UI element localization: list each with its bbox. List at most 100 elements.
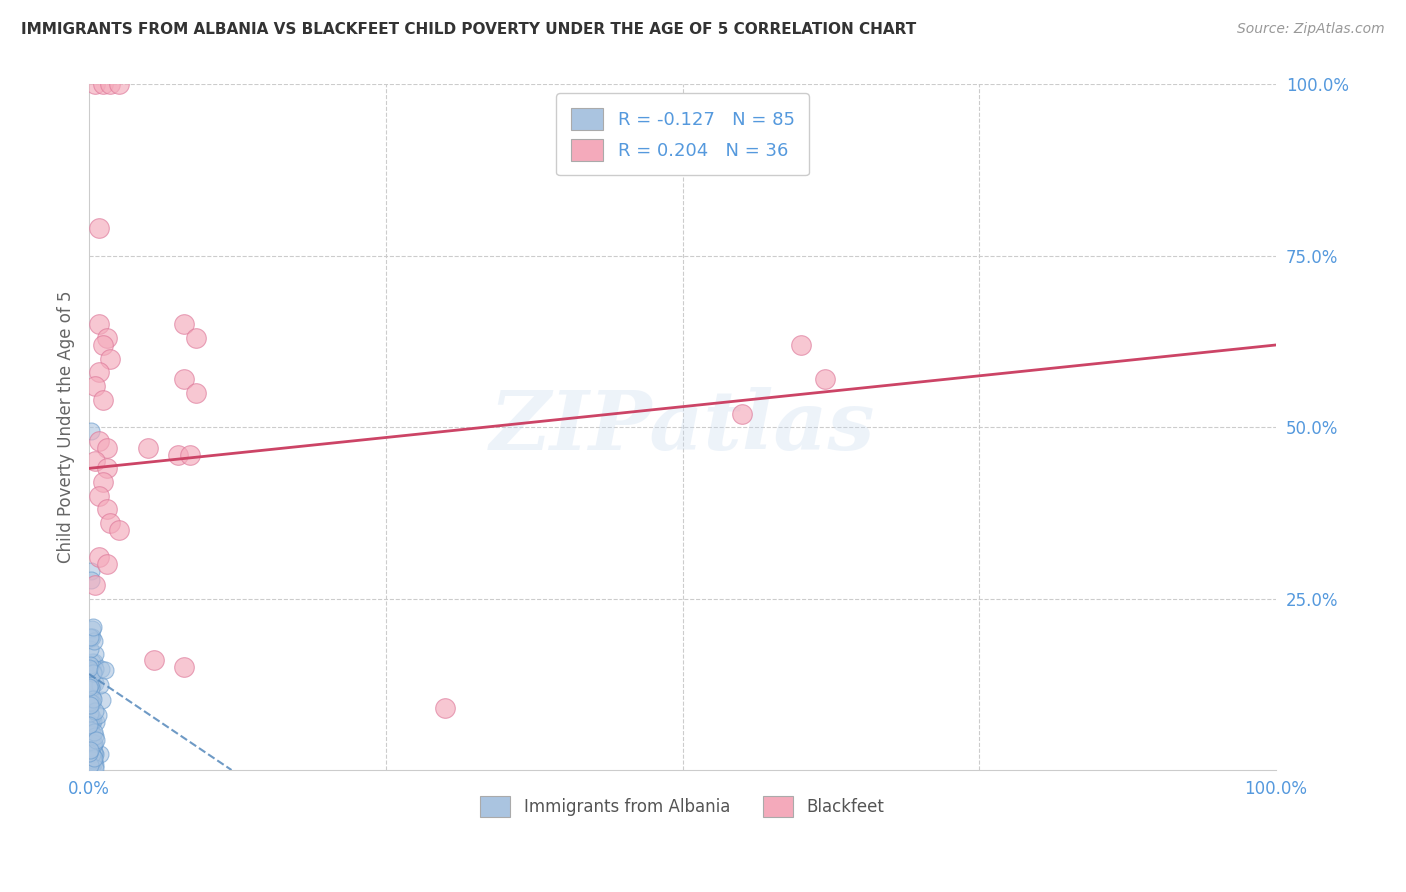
Point [84, 379, 107, 393]
Point [82, 714, 104, 729]
Point [79, 758, 101, 772]
Point [83, 761, 105, 775]
Point [79, 736, 101, 750]
Point [96, 558, 118, 572]
Point [83, 634, 105, 648]
Point [79, 751, 101, 765]
Point [83, 757, 105, 772]
Point [79, 711, 101, 725]
Point [91, 392, 114, 407]
Point [82, 750, 104, 764]
Point [93, 663, 115, 677]
Point [184, 386, 207, 401]
Point [91, 475, 114, 489]
Point [79, 746, 101, 760]
Point [138, 441, 160, 455]
Point [184, 331, 207, 345]
Point [79, 723, 101, 737]
Point [79, 710, 101, 724]
Point [79, 743, 101, 757]
Point [79, 733, 101, 747]
Point [79, 716, 101, 731]
Point [84, 704, 107, 718]
Point [83, 746, 105, 760]
Point [90, 662, 112, 676]
Point [91, 338, 114, 352]
Point [80, 681, 103, 695]
Point [79, 706, 101, 721]
Point [167, 448, 190, 462]
Text: ZIPatlas: ZIPatlas [489, 387, 876, 467]
Point [84, 747, 107, 761]
Point [87, 434, 110, 448]
Point [790, 338, 813, 352]
Point [79, 658, 101, 673]
Point [87, 550, 110, 565]
Point [87, 365, 110, 379]
Point [731, 407, 754, 421]
Legend: Immigrants from Albania, Blackfeet: Immigrants from Albania, Blackfeet [474, 789, 891, 823]
Point [80, 678, 103, 692]
Point [79, 663, 101, 677]
Point [83, 730, 105, 744]
Point [100, 351, 122, 366]
Point [107, 523, 129, 537]
Point [82, 690, 104, 704]
Point [79, 678, 101, 692]
Point [90, 693, 112, 707]
Point [82, 739, 104, 753]
Point [82, 655, 104, 669]
Point [91, 78, 114, 92]
Point [79, 755, 101, 769]
Point [80, 759, 103, 773]
Point [80, 727, 103, 741]
Point [87, 221, 110, 235]
Text: IMMIGRANTS FROM ALBANIA VS BLACKFEET CHILD POVERTY UNDER THE AGE OF 5 CORRELATIO: IMMIGRANTS FROM ALBANIA VS BLACKFEET CHI… [21, 22, 917, 37]
Point [179, 448, 201, 462]
Point [79, 739, 101, 754]
Point [84, 662, 107, 676]
Point [84, 647, 107, 661]
Point [143, 653, 166, 667]
Point [83, 737, 105, 751]
Y-axis label: Child Poverty Under the Age of 5: Child Poverty Under the Age of 5 [58, 291, 75, 564]
Point [82, 665, 104, 679]
Point [82, 726, 104, 740]
Point [79, 630, 101, 644]
Point [84, 715, 107, 730]
Point [80, 716, 103, 731]
Point [79, 706, 101, 720]
Point [82, 622, 104, 636]
Point [80, 630, 103, 644]
Point [79, 749, 101, 764]
Point [80, 564, 103, 578]
Point [82, 620, 104, 634]
Point [80, 631, 103, 645]
Point [434, 701, 457, 715]
Point [87, 318, 110, 332]
Point [82, 691, 104, 706]
Point [84, 454, 107, 468]
Point [83, 655, 105, 669]
Point [89, 747, 111, 761]
Point [82, 753, 104, 767]
Point [79, 681, 101, 695]
Point [107, 78, 129, 92]
Point [173, 318, 195, 332]
Text: Source: ZipAtlas.com: Source: ZipAtlas.com [1237, 22, 1385, 37]
Point [96, 502, 118, 516]
Point [79, 757, 101, 772]
Point [173, 660, 195, 674]
Point [83, 756, 105, 770]
Point [83, 675, 105, 690]
Point [80, 710, 103, 724]
Point [79, 728, 101, 742]
Point [100, 516, 122, 531]
Point [79, 718, 101, 732]
Point [82, 762, 104, 776]
Point [79, 710, 101, 724]
Point [79, 690, 101, 705]
Point [173, 372, 195, 386]
Point [83, 736, 105, 750]
Point [100, 78, 122, 92]
